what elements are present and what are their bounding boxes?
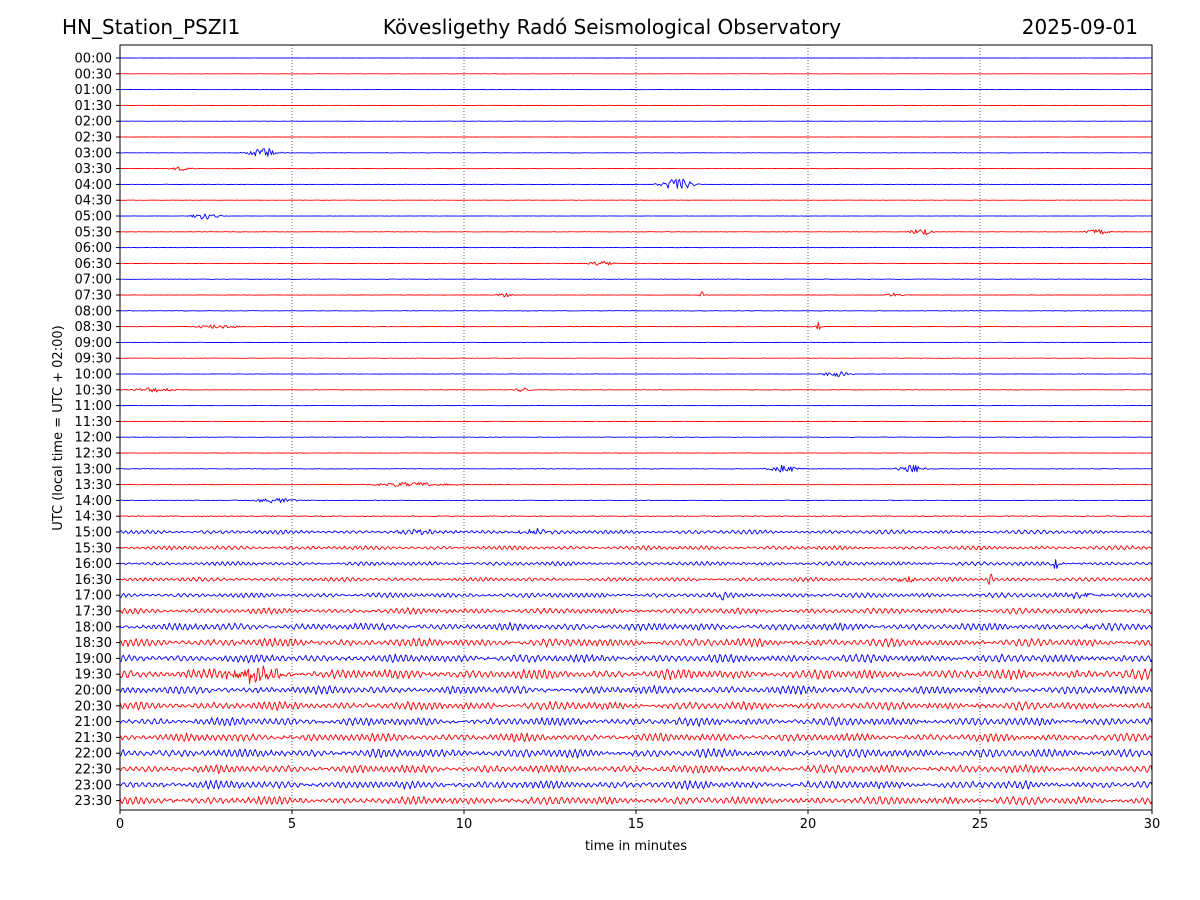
y-tick-label: 16:30 (75, 573, 112, 588)
y-tick-label: 17:30 (75, 605, 112, 620)
y-tick-label: 11:00 (75, 399, 112, 414)
seismic-trace-0830 (120, 321, 1153, 330)
seismic-trace-1600 (119, 559, 1153, 569)
seismic-trace-1300 (119, 464, 1153, 473)
seismic-trace-0630 (119, 260, 1153, 266)
seismic-trace-1630 (119, 573, 1153, 585)
seismic-trace-0300 (119, 148, 1152, 157)
y-tick-label: 06:30 (75, 257, 112, 272)
y-tick-label: 06:00 (75, 241, 112, 256)
y-tick-label: 13:00 (75, 462, 112, 477)
seismic-trace-2230 (119, 764, 1153, 774)
seismic-trace-0500 (120, 213, 1153, 220)
y-tick-label: 11:30 (75, 415, 112, 430)
x-tick-label: 5 (288, 817, 296, 832)
y-tick-label: 04:30 (75, 194, 112, 209)
seismic-trace-1730 (119, 607, 1153, 615)
y-tick-label: 05:00 (75, 210, 112, 225)
y-tick-label: 01:30 (75, 99, 112, 114)
y-tick-label: 09:00 (75, 336, 112, 351)
y-tick-label: 21:00 (75, 715, 112, 730)
y-tick-label: 23:30 (75, 794, 112, 809)
seismic-trace-0730 (119, 291, 1153, 298)
seismic-trace-0330 (119, 166, 1152, 171)
y-tick-label: 05:30 (75, 225, 112, 240)
seismic-trace-2200 (119, 747, 1153, 759)
y-tick-label: 09:30 (75, 352, 112, 367)
grid-layer (291, 45, 981, 810)
x-tick-label: 0 (116, 817, 124, 832)
y-tick-label: 08:30 (75, 320, 112, 335)
date-title: 2025-09-01 (1021, 15, 1138, 39)
y-tick-label: 10:00 (75, 368, 112, 383)
y-tick-label: 18:30 (75, 636, 112, 651)
observatory-title: Kövesligethy Radó Seismological Observat… (382, 15, 842, 39)
station-title: HN_Station_PSZI1 (62, 15, 241, 39)
y-tick-label: 21:30 (75, 731, 112, 746)
seismic-trace-1430 (119, 515, 1153, 518)
seismic-trace-2300 (119, 779, 1153, 790)
seismic-trace-1900 (119, 653, 1153, 664)
seismic-trace-1530 (119, 545, 1153, 551)
y-tick-label: 18:00 (75, 620, 112, 635)
y-tick-label: 16:00 (75, 557, 112, 572)
y-tick-label: 23:00 (75, 778, 112, 793)
y-tick-label: 20:00 (75, 684, 112, 699)
y-tick-label: 03:00 (75, 146, 112, 161)
y-tick-label: 14:00 (75, 494, 112, 509)
x-tick-label: 20 (800, 817, 817, 832)
y-tick-label: 08:00 (75, 304, 112, 319)
y-tick-label: 19:30 (75, 668, 112, 683)
seismic-trace-1500 (119, 527, 1153, 536)
seismic-trace-1030 (119, 387, 1152, 393)
y-tick-label: 20:30 (75, 699, 112, 714)
seismic-trace-1930 (119, 665, 1153, 685)
y-tick-label: 02:00 (75, 115, 112, 130)
y-tick-label: 15:00 (75, 526, 112, 541)
y-tick-label: 13:30 (75, 478, 112, 493)
seismic-trace-2030 (119, 700, 1153, 711)
x-tick-label: 15 (628, 817, 645, 832)
plot-frame (119, 44, 1153, 811)
seismic-trace-2330 (119, 795, 1153, 806)
seismic-trace-0400 (119, 178, 1153, 189)
axis-layer: 0 5 10 15 20 25 30 00:0000:3001:0001:3002:0002:… (75, 52, 1161, 833)
y-tick-label: 12:00 (75, 431, 112, 446)
y-tick-label: 07:30 (75, 289, 112, 304)
x-tick-label: 10 (456, 817, 473, 832)
y-axis-label: UTC (local time = UTC + 02:00) (51, 325, 66, 530)
y-tick-label: 14:30 (75, 510, 112, 525)
y-tick-label: 07:00 (75, 273, 112, 288)
x-tick-label: 30 (1144, 817, 1161, 832)
y-tick-label: 10:30 (75, 383, 112, 398)
x-axis-label: time in minutes (585, 839, 687, 854)
y-tick-label: 19:00 (75, 652, 112, 667)
seismic-trace-1800 (119, 622, 1153, 632)
y-tick-label: 12:30 (75, 447, 112, 462)
y-tick-label: 17:00 (75, 589, 112, 604)
y-tick-label: 22:30 (75, 763, 112, 778)
seismic-trace-1700 (119, 591, 1153, 601)
y-tick-label: 00:00 (75, 52, 112, 67)
seismic-trace-1400 (120, 498, 1153, 504)
seismic-trace-0530 (119, 228, 1153, 236)
x-tick-label: 25 (972, 817, 989, 832)
y-tick-label: 15:30 (75, 541, 112, 556)
trace-layer (119, 57, 1153, 806)
seismic-trace-2000 (119, 684, 1153, 695)
y-tick-label: 01:00 (75, 83, 112, 98)
seismic-trace-2100 (119, 716, 1153, 727)
seismic-trace-1330 (119, 481, 1153, 487)
seismic-trace-1830 (119, 637, 1153, 648)
y-tick-label: 22:00 (75, 747, 112, 762)
y-tick-label: 04:00 (75, 178, 112, 193)
y-tick-label: 02:30 (75, 131, 112, 146)
seismic-trace-1000 (119, 371, 1153, 377)
y-tick-label: 00:30 (75, 67, 112, 82)
y-tick-label: 03:30 (75, 162, 112, 177)
seismic-trace-2130 (119, 732, 1153, 743)
